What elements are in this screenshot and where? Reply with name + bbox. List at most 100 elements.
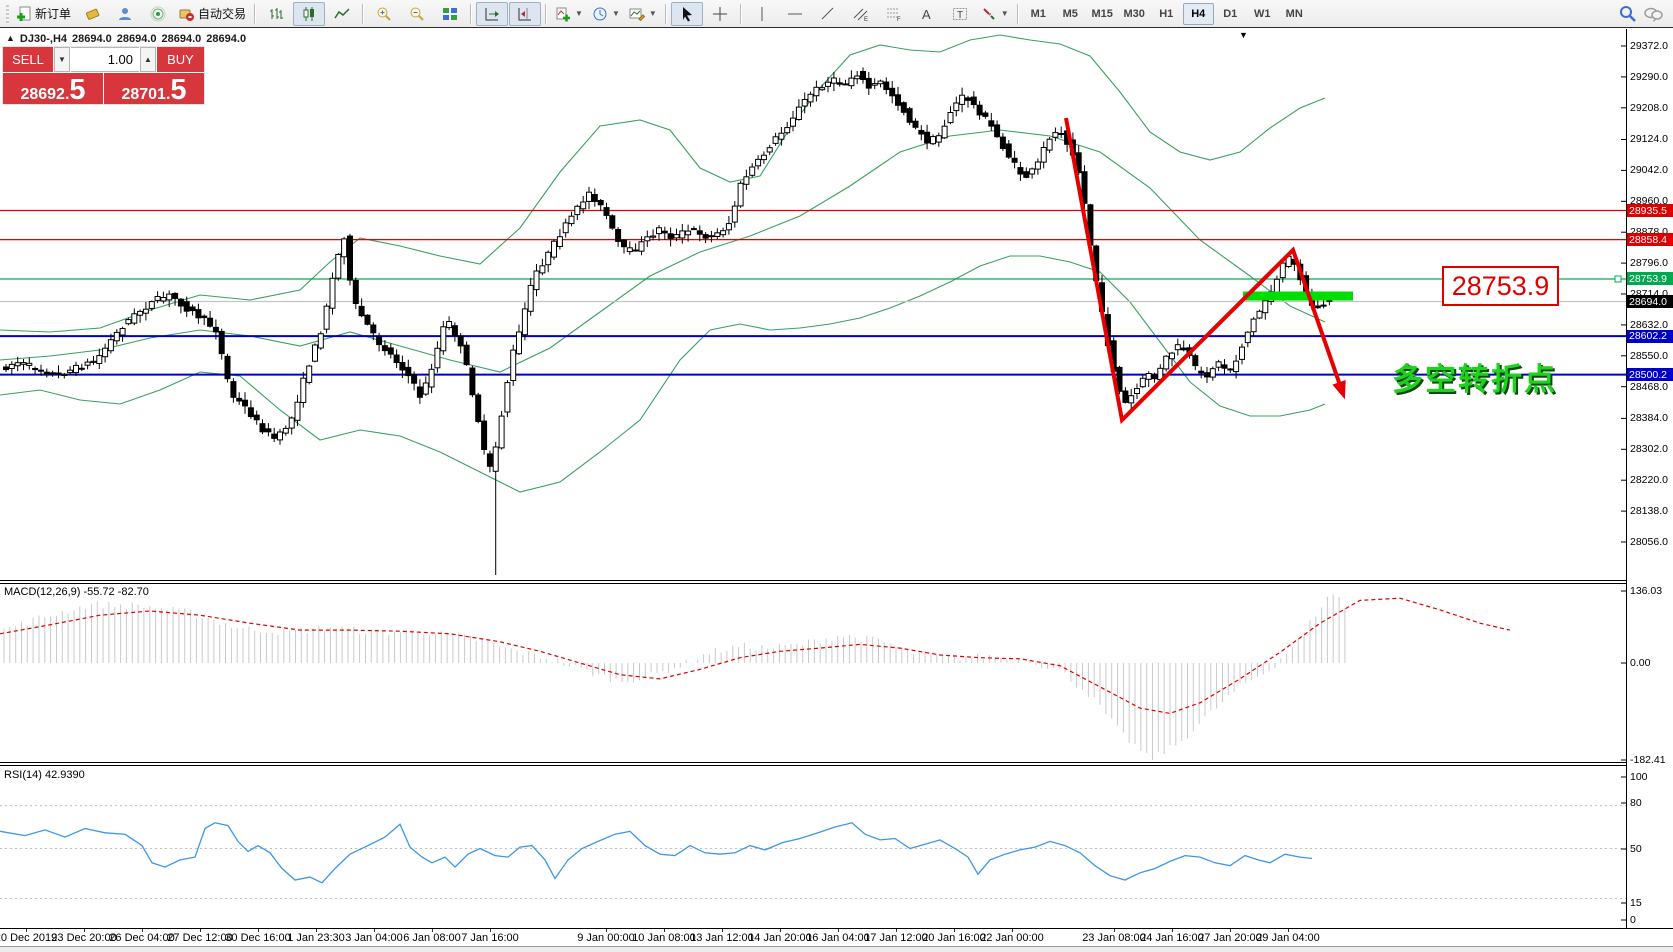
profile-button[interactable]	[109, 2, 141, 26]
search-icon[interactable]	[1619, 5, 1637, 23]
sell-button[interactable]: SELL	[3, 47, 53, 72]
timeframe-button-h1[interactable]: H1	[1159, 7, 1174, 20]
profile-icon	[119, 7, 132, 20]
templates-button[interactable]: ▼	[625, 2, 661, 26]
timeframe-button-m1[interactable]: M1	[1030, 7, 1046, 20]
price-axis-tick: 28632.0	[1630, 318, 1668, 331]
signal-icon	[150, 6, 166, 21]
time-axis-tick	[490, 929, 491, 932]
time-axis-label: 20 Dec 2019	[0, 932, 58, 944]
rsi-panel[interactable]	[0, 766, 1626, 928]
time-axis-tick	[432, 929, 433, 932]
time-axis-tick	[1114, 929, 1115, 932]
macd-panel[interactable]	[0, 584, 1626, 762]
bar-chart-icon	[270, 7, 284, 19]
zoom-out-button[interactable]	[401, 2, 433, 26]
bollinger-band	[0, 255, 1326, 493]
buy-button[interactable]: BUY	[157, 47, 204, 72]
text-label-button[interactable]: T	[944, 2, 976, 26]
tile-windows-button[interactable]	[434, 2, 466, 26]
panel-separator[interactable]	[0, 762, 1673, 766]
line-chart-button[interactable]	[326, 2, 358, 26]
price-level-badge: 28694.0	[1627, 295, 1673, 309]
chevron-down-icon: ▼	[611, 9, 620, 18]
channel-icon: E	[853, 8, 868, 22]
time-axis-tick	[1012, 929, 1013, 932]
arrows-icon	[983, 7, 995, 20]
timeframe-button-m5[interactable]: M5	[1062, 7, 1078, 20]
zoom-in-button[interactable]	[368, 2, 400, 26]
time-axis-label: 16 Jan 04:00	[806, 932, 870, 944]
buy-price-int: 28701	[121, 86, 166, 103]
volume-decrease-button[interactable]: ▼	[54, 47, 70, 72]
sell-price-pips: 5	[69, 74, 86, 107]
red-zigzag-annotation[interactable]	[1064, 117, 1343, 425]
time-axis-label: 27 Dec 12:00	[167, 932, 233, 944]
indicator-axis-tick: 0.00	[1630, 657, 1651, 669]
tile-windows-icon	[443, 7, 458, 20]
arrows-button[interactable]: ▼	[977, 2, 1013, 26]
text-button[interactable]: A	[911, 2, 943, 26]
time-axis-tick	[142, 929, 143, 932]
indicator-axis-tick: 50	[1630, 843, 1642, 855]
timeframe-button-m30[interactable]: M30	[1123, 7, 1145, 20]
main-chart[interactable]	[0, 29, 1626, 580]
green-highlight-bar[interactable]	[1243, 291, 1353, 301]
new-order-button[interactable]: 新订单	[12, 2, 75, 26]
horizontal-line-button[interactable]	[779, 2, 811, 26]
timeframe-button-mn[interactable]: MN	[1285, 7, 1303, 20]
autoscroll-button[interactable]	[476, 1, 509, 26]
timeframe-button-w1[interactable]: W1	[1253, 7, 1271, 20]
trade-row-prices: 28692. 5 28701. 5	[3, 73, 204, 107]
chat-icon[interactable]	[1643, 6, 1663, 22]
candle-chart-icon	[303, 6, 315, 21]
time-axis-tick	[1172, 929, 1173, 932]
time-axis-label: 30 Dec 16:00	[225, 932, 291, 944]
chart-shift-button[interactable]	[509, 1, 542, 26]
trendline-button[interactable]	[812, 2, 844, 26]
candle-chart-button[interactable]	[293, 1, 326, 26]
text-label-icon: T	[952, 7, 967, 21]
cursor-button[interactable]	[670, 1, 703, 26]
panel-separator[interactable]	[0, 580, 1673, 584]
periods-button[interactable]: ▼	[588, 2, 624, 26]
svg-text:E: E	[864, 17, 868, 22]
volume-increase-button[interactable]: ▲	[140, 47, 156, 72]
indicators-button[interactable]: ▼	[551, 2, 587, 26]
volume-input[interactable]: 1.00	[71, 47, 139, 72]
timeframe-button-d1[interactable]: D1	[1223, 7, 1238, 20]
crosshair-button[interactable]	[704, 2, 736, 26]
fibonacci-button[interactable]: F	[878, 2, 910, 26]
eraser-button[interactable]	[76, 2, 108, 26]
timeframe-toolbar: M1 M5 M15 M30 H1 H4 D1 W1 MN	[1023, 2, 1310, 25]
vertical-line-button[interactable]	[746, 2, 778, 26]
autotrade-icon	[179, 9, 195, 21]
line-handle-marker	[1614, 275, 1622, 283]
chevron-down-icon: ▼	[648, 9, 657, 18]
channel-button[interactable]: E	[845, 2, 877, 26]
time-axis-label: 7 Jan 16:00	[461, 932, 519, 944]
time-axis-label: 13 Jan 12:00	[690, 932, 754, 944]
price-axis[interactable]: 29372.0 29290.0 29208.0 29124.0 29042.0 28960…	[1626, 29, 1673, 946]
timeframe-button-h4[interactable]: H4	[1182, 2, 1214, 25]
autotrade-button[interactable]: 自动交易	[175, 2, 250, 26]
svg-text:A: A	[922, 7, 931, 22]
buy-price[interactable]: 28701. 5	[104, 73, 204, 105]
indicator-axis-tick: 136.03	[1630, 585, 1663, 597]
indicator-axis-tick: 100	[1630, 771, 1648, 783]
price-axis-tick: 29042.0	[1630, 164, 1668, 177]
time-axis[interactable]: 20 Dec 2019 23 Dec 20:00 26 Dec 04:00 27 De…	[0, 928, 1673, 947]
status-bar	[0, 946, 1673, 952]
timeframe-button-m15[interactable]: M15	[1091, 7, 1113, 20]
macd-label: MACD(12,26,9) -55.72 -82.70	[4, 586, 149, 598]
sell-price-dot: .	[64, 86, 70, 103]
templates-icon	[629, 8, 645, 21]
price-level-badge: 28858.4	[1627, 233, 1673, 247]
time-axis-label: 23 Dec 20:00	[51, 932, 117, 944]
signal-button[interactable]	[142, 2, 174, 26]
price-axis-tick: 29372.0	[1630, 40, 1668, 52]
sell-price[interactable]: 28692. 5	[3, 73, 103, 107]
bar-chart-button[interactable]	[260, 2, 292, 26]
time-axis-label: 10 Jan 08:00	[632, 932, 696, 944]
autoscroll-icon	[485, 7, 500, 20]
